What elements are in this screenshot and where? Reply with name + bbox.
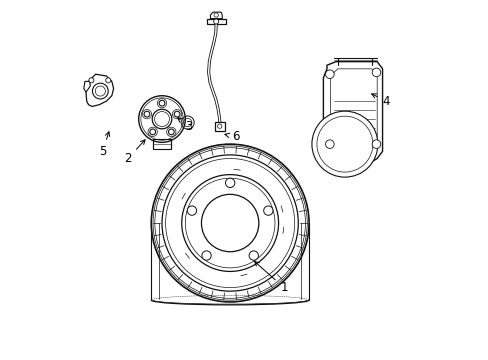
Polygon shape bbox=[210, 12, 222, 19]
Text: 3: 3 bbox=[177, 118, 192, 133]
Circle shape bbox=[174, 111, 180, 117]
Circle shape bbox=[168, 129, 174, 135]
Circle shape bbox=[187, 206, 196, 215]
Circle shape bbox=[263, 206, 272, 215]
Circle shape bbox=[311, 111, 377, 177]
Circle shape bbox=[371, 140, 380, 148]
Polygon shape bbox=[83, 81, 90, 92]
Circle shape bbox=[149, 129, 155, 135]
Text: 4: 4 bbox=[371, 94, 389, 108]
Text: 6: 6 bbox=[224, 130, 239, 144]
FancyBboxPatch shape bbox=[153, 139, 170, 149]
Circle shape bbox=[159, 100, 164, 106]
Circle shape bbox=[217, 124, 222, 129]
Text: 2: 2 bbox=[124, 140, 145, 165]
Circle shape bbox=[202, 251, 211, 260]
Polygon shape bbox=[214, 122, 224, 131]
Text: 5: 5 bbox=[99, 132, 109, 158]
Circle shape bbox=[89, 78, 94, 83]
Text: 1: 1 bbox=[254, 261, 287, 294]
Circle shape bbox=[105, 78, 110, 83]
Circle shape bbox=[325, 70, 333, 78]
Circle shape bbox=[248, 251, 258, 260]
Circle shape bbox=[201, 194, 258, 252]
Circle shape bbox=[144, 111, 149, 117]
Polygon shape bbox=[323, 62, 382, 164]
Circle shape bbox=[325, 140, 333, 148]
Polygon shape bbox=[86, 74, 113, 107]
Circle shape bbox=[213, 19, 218, 24]
Circle shape bbox=[371, 68, 380, 77]
Circle shape bbox=[225, 178, 234, 188]
Polygon shape bbox=[206, 19, 225, 24]
Circle shape bbox=[92, 83, 108, 99]
